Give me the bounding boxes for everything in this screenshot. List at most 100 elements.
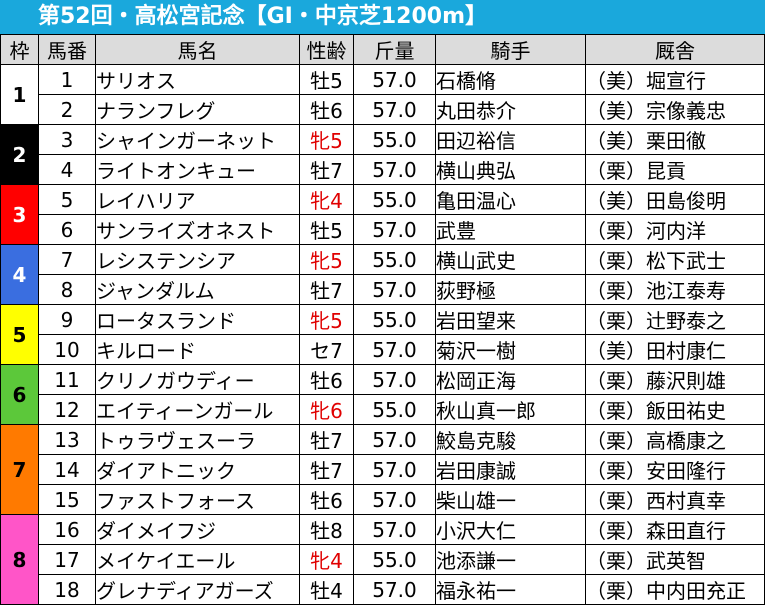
horse-number: 7 [38,244,96,275]
trainer-name: （栗）藤沢則雄 [585,364,765,395]
carried-weight: 57.0 [353,64,436,95]
sex-age: セ7 [299,334,354,365]
horse-name: ダイアトニック [95,454,300,485]
sex-age: 牡6 [299,94,354,125]
table-row: 10 キルロード セ7 57.0 菊沢一樹 （美）田村康仁 [1,334,765,365]
carried-weight: 55.0 [353,304,436,335]
sex-age: 牡7 [299,274,354,305]
horse-number: 9 [38,304,96,335]
table-row: 8 16 ダイメイフジ 牡8 57.0 小沢大仁 （栗）森田直行 [0,514,765,605]
jockey-name: 田辺裕信 [435,124,586,155]
sex-age: 牡5 [299,64,354,95]
jockey-name: 小沢大仁 [435,514,586,545]
table-row: 4 7 レシステンシア 牝5 55.0 横山武史 （栗）松下武士 [0,244,765,305]
horse-name: ファストフォース [95,484,300,515]
table-row: 17 メイケイエール 牝4 55.0 池添謙一 （栗）武英智 [1,544,765,575]
horse-name: キルロード [95,334,300,365]
table-row: 6 サンライズオネスト 牡5 57.0 武豊 （栗）河内洋 [1,214,765,245]
horse-name: シャインガーネット [95,124,300,155]
table-row: 3 5 レイハリア 牝4 55.0 亀田温心 （美）田島俊明 [0,184,765,245]
horse-number: 12 [38,394,96,425]
table-row: 2 3 シャインガーネット 牝5 55.0 田辺裕信 （美）栗田徹 [0,124,765,185]
table-row: 18 グレナディアガーズ 牡4 57.0 福永祐一 （栗）中内田充正 [1,574,765,605]
trainer-name: （美）宗像義忠 [585,94,765,125]
header-jockey: 騎手 [435,34,586,65]
horse-name: エイティーンガール [95,394,300,425]
carried-weight: 55.0 [353,124,436,155]
table-row: 8 ジャンダルム 牡7 57.0 荻野極 （栗）池江泰寿 [1,274,765,305]
sex-age: 牝4 [299,184,354,215]
horse-name: ジャンダルム [95,274,300,305]
horse-number: 3 [38,124,96,155]
carried-weight: 57.0 [353,574,436,605]
horse-name: グレナディアガーズ [95,574,300,605]
horse-name: サリオス [95,64,300,95]
table-row: 14 ダイアトニック 牡7 57.0 岩田康誠 （栗）安田隆行 [1,454,765,485]
carried-weight: 57.0 [353,514,436,545]
header-horse: 馬名 [95,34,300,65]
horse-number: 18 [38,574,96,605]
carried-weight: 55.0 [353,244,436,275]
trainer-name: （美）田村康仁 [585,334,765,365]
horse-number: 2 [38,94,96,125]
horse-number: 6 [38,214,96,245]
horse-name: ライトオンキュー [95,154,300,185]
table-row: 1 1 サリオス 牡5 57.0 石橋脩 （美）堀宣行 [0,64,765,125]
table-row: 7 13 トゥラヴェスーラ 牡7 57.0 鮫島克駿 （栗）高橋康之 [0,424,765,515]
carried-weight: 55.0 [353,394,436,425]
frame-cell: 6 [0,364,39,425]
carried-weight: 57.0 [353,454,436,485]
sex-age: 牡6 [299,364,354,395]
horse-name: レシステンシア [95,244,300,275]
trainer-name: （栗）武英智 [585,544,765,575]
table-row: 5 9 ロータスランド 牝5 55.0 岩田望来 （栗）辻野泰之 [0,304,765,365]
jockey-name: 柴山雄一 [435,484,586,515]
horse-number: 1 [38,64,96,95]
horse-name: ダイメイフジ [95,514,300,545]
jockey-name: 福永祐一 [435,574,586,605]
carried-weight: 55.0 [353,544,436,575]
horse-number: 15 [38,484,96,515]
sex-age: 牡7 [299,424,354,455]
sex-age: 牡8 [299,514,354,545]
carried-weight: 57.0 [353,154,436,185]
horse-number: 11 [38,364,96,395]
horse-name: メイケイエール [95,544,300,575]
sex-age: 牝4 [299,544,354,575]
horse-number: 14 [38,454,96,485]
trainer-name: （栗）辻野泰之 [585,304,765,335]
page-title: 第52回・高松宮記念【GⅠ・中京芝1200m】 [0,0,765,34]
horse-name: サンライズオネスト [95,214,300,245]
jockey-name: 亀田温心 [435,184,586,215]
carried-weight: 55.0 [353,184,436,215]
frame-cell: 1 [0,64,39,125]
trainer-name: （栗）西村真幸 [585,484,765,515]
frame-cell: 5 [0,304,39,365]
carried-weight: 57.0 [353,364,436,395]
trainer-name: （栗）河内洋 [585,214,765,245]
frame-cell: 8 [0,514,39,605]
frame-cell: 4 [0,244,39,305]
horse-number: 8 [38,274,96,305]
horse-name: トゥラヴェスーラ [95,424,300,455]
trainer-name: （栗）昆貢 [585,154,765,185]
horse-number: 17 [38,544,96,575]
jockey-name: 菊沢一樹 [435,334,586,365]
carried-weight: 57.0 [353,214,436,245]
horse-name: クリノガウディー [95,364,300,395]
header-number: 馬番 [38,34,96,65]
sex-age: 牝6 [299,394,354,425]
trainer-name: （栗）松下武士 [585,244,765,275]
sex-age: 牡7 [299,454,354,485]
sex-age: 牡6 [299,484,354,515]
table-row: 2 ナランフレグ 牡6 57.0 丸田恭介 （美）宗像義忠 [1,94,765,125]
jockey-name: 岩田康誠 [435,454,586,485]
trainer-name: （美）田島俊明 [585,184,765,215]
jockey-name: 秋山真一郎 [435,394,586,425]
horse-name: ナランフレグ [95,94,300,125]
sex-age: 牝5 [299,304,354,335]
header-frame: 枠 [0,34,39,65]
carried-weight: 57.0 [353,94,436,125]
jockey-name: 石橋脩 [435,64,586,95]
sex-age: 牡4 [299,574,354,605]
